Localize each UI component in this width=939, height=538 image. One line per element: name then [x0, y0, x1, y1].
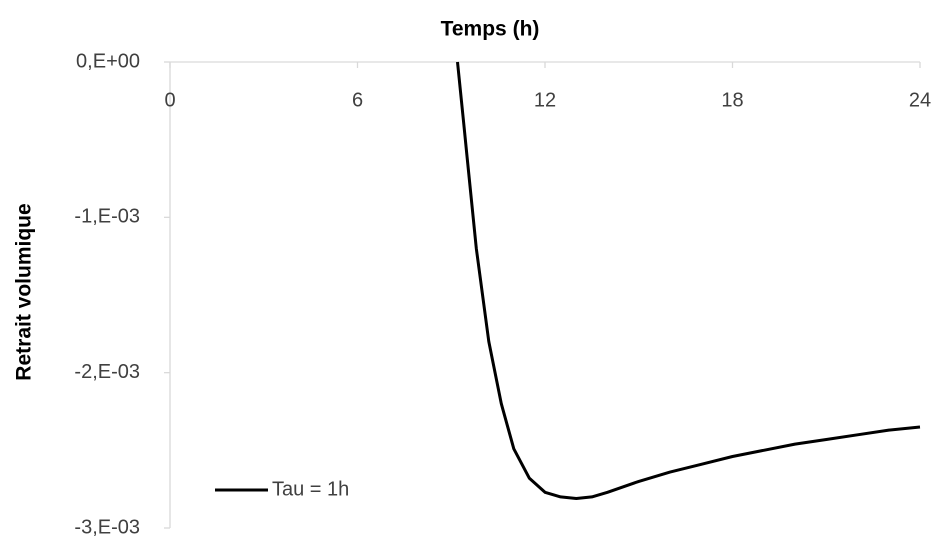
- x-tick-label: 0: [164, 89, 175, 111]
- y-axis-label: Retrait volumique: [13, 203, 36, 380]
- x-tick-label: 6: [352, 89, 363, 111]
- y-tick-label: -3,E-03: [74, 516, 140, 538]
- legend-label: Tau = 1h: [272, 478, 349, 500]
- y-tick-label: 0,E+00: [76, 50, 140, 72]
- y-tick-label: -2,E-03: [74, 361, 140, 383]
- x-tick-label: 18: [721, 89, 743, 111]
- y-tick-label: -1,E-03: [74, 206, 140, 228]
- x-tick-label: 12: [534, 89, 556, 111]
- chart-title: Temps (h): [441, 18, 540, 41]
- x-tick-label: 24: [909, 89, 931, 111]
- data-line: [456, 61, 921, 500]
